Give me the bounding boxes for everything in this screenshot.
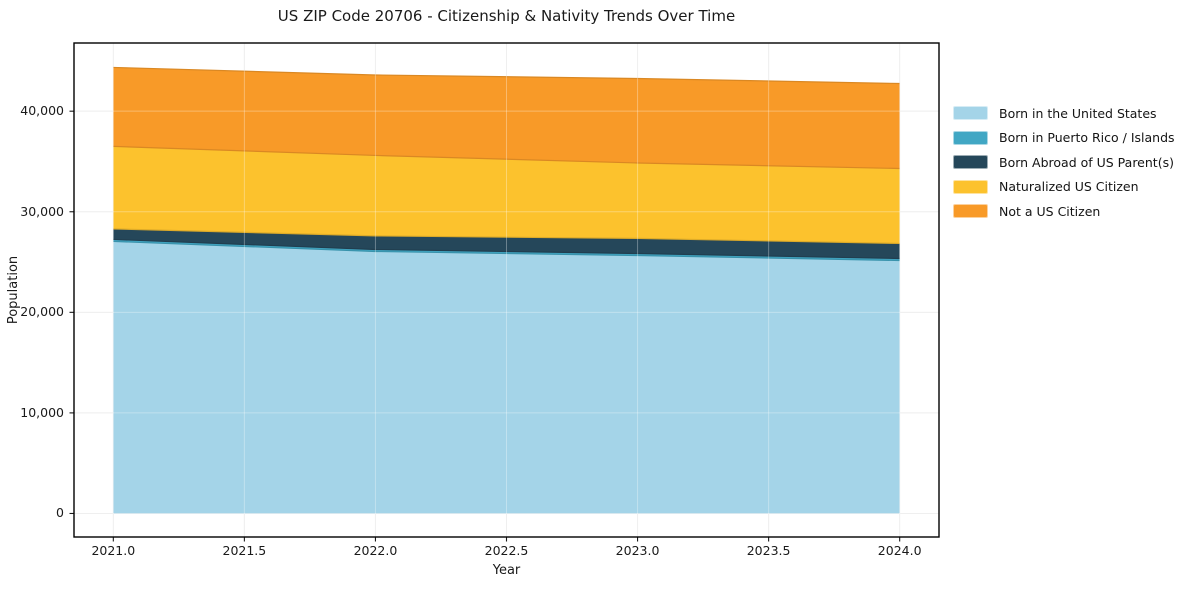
legend-label: Born Abroad of US Parent(s): [999, 154, 1174, 170]
y-tick-label: 0: [56, 505, 64, 521]
legend-label: Not a US Citizen: [999, 203, 1101, 219]
legend-label: Naturalized US Citizen: [999, 179, 1139, 194]
legend-item: Not a US Citizen: [953, 203, 1175, 219]
y-tick-label: 40,000: [20, 103, 64, 119]
y-tick-label: 20,000: [20, 304, 64, 320]
legend-item: Naturalized US Citizen: [953, 179, 1175, 194]
legend-swatch: [953, 130, 988, 145]
legend: Born in the United States Born in Puerto…: [953, 106, 1175, 229]
y-axis-label: Population: [6, 255, 21, 325]
legend-swatch: [953, 204, 988, 218]
legend-item: Born in the United States: [953, 105, 1175, 121]
legend-label: Born in the United States: [999, 105, 1157, 121]
legend-swatch: [953, 155, 988, 169]
x-tick-label: 2023.0: [615, 543, 660, 558]
x-tick-label: 2022.5: [484, 543, 529, 558]
x-tick-label: 2024.0: [877, 543, 922, 558]
legend-item: Born in Puerto Rico / Islands: [953, 130, 1175, 145]
x-tick-label: 2021.5: [222, 543, 267, 558]
y-tick-label: 30,000: [20, 203, 64, 219]
legend-swatch: [953, 106, 988, 120]
x-tick-label: 2021.0: [91, 543, 136, 558]
y-tick-label: 10,000: [20, 404, 64, 420]
chart-title: US ZIP Code 20706 - Citizenship & Nativi…: [277, 7, 736, 25]
legend-label: Born in Puerto Rico / Islands: [999, 130, 1175, 145]
legend-swatch: [953, 179, 988, 194]
x-tick-label: 2022.0: [353, 543, 398, 558]
x-tick-label: 2023.5: [746, 543, 791, 558]
x-axis-label: Year: [492, 563, 521, 578]
legend-item: Born Abroad of US Parent(s): [953, 154, 1175, 170]
